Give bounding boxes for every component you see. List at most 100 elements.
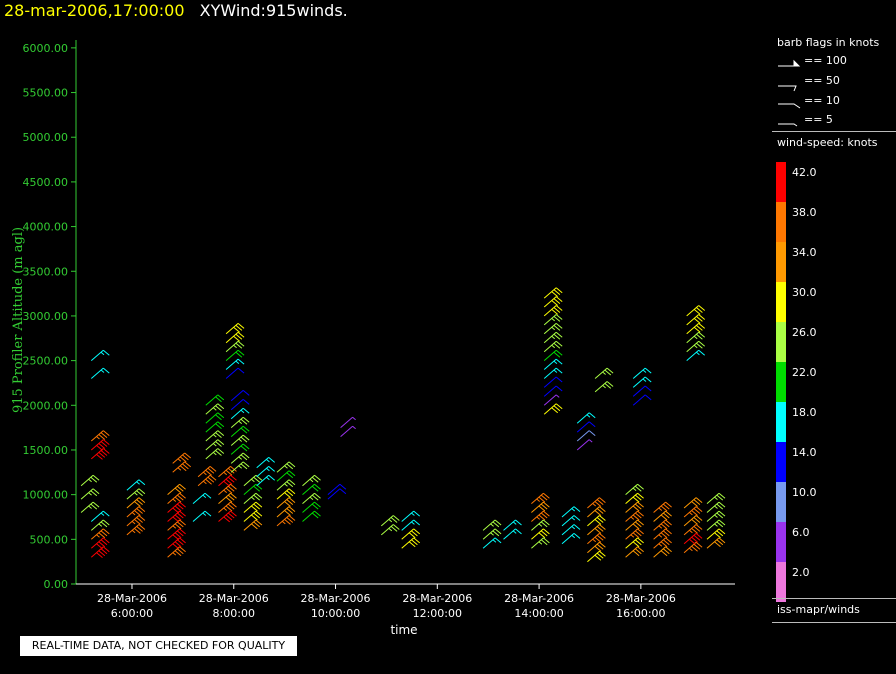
barb-legend-entry-100: == 100 xyxy=(778,54,847,67)
wind-barb xyxy=(302,492,321,504)
wind-barb xyxy=(653,519,672,531)
wind-barb xyxy=(225,349,245,361)
wind-barb xyxy=(167,528,186,541)
wind-barb xyxy=(90,430,110,442)
wind-barb xyxy=(683,524,703,536)
colorbar-segment xyxy=(776,322,786,362)
wind-barb xyxy=(126,488,146,500)
colorbar-segment xyxy=(776,442,786,482)
wind-barb xyxy=(90,546,110,558)
wind-barb xyxy=(587,533,606,545)
barb-legend-entry-50: == 50 xyxy=(778,74,840,92)
y-tick-label: 5500.00 xyxy=(23,87,69,100)
x-tick-date-label: 28-Mar-2006 xyxy=(402,592,472,605)
chart-header: 28-mar-2006,17:00:00 XYWind:915winds. xyxy=(4,1,348,20)
wind-barb xyxy=(327,483,347,495)
x-tick-date-label: 28-Mar-2006 xyxy=(301,592,371,605)
wind-barb xyxy=(543,403,563,415)
wind-barbs-layer xyxy=(80,287,726,563)
wind-barb xyxy=(205,412,225,424)
wind-barb xyxy=(302,483,321,495)
wind-barb xyxy=(276,479,296,491)
wind-barb xyxy=(594,381,614,393)
wind-barb xyxy=(380,515,400,527)
y-tick-label: 5000.00 xyxy=(23,131,69,144)
colorbar-label: 34.0 xyxy=(792,246,817,259)
wind-barb xyxy=(276,497,296,509)
wind-barb xyxy=(276,515,296,527)
wind-barb xyxy=(197,474,217,487)
colorbar-label: 14.0 xyxy=(792,446,817,459)
wind-barb xyxy=(80,488,100,500)
wind-barb xyxy=(686,305,706,317)
wind-barb xyxy=(302,501,321,513)
wind-barb xyxy=(243,474,263,487)
wind-barb xyxy=(625,483,644,495)
barb-legend-title: barb flags in knots xyxy=(777,36,880,49)
wind-barb xyxy=(686,349,706,361)
wind-barb xyxy=(706,510,726,522)
wind-barb xyxy=(531,519,550,531)
wind-barb xyxy=(90,448,110,460)
wind-barb xyxy=(90,367,110,379)
wind-barb xyxy=(482,537,502,549)
wind-barb xyxy=(126,506,146,518)
wind-barb xyxy=(205,421,225,433)
wind-barb xyxy=(543,394,560,406)
wind-barb xyxy=(243,510,263,522)
barb-flag-5-icon xyxy=(778,123,798,127)
wind-barb xyxy=(225,367,245,379)
wind-barb xyxy=(653,501,672,513)
wind-barb xyxy=(126,479,146,491)
x-tick-time-label: 6:00:00 xyxy=(111,607,153,620)
wind-barb xyxy=(576,439,593,451)
wind-barb xyxy=(706,528,726,540)
wind-barb xyxy=(503,528,522,540)
wind-barb xyxy=(167,546,186,558)
legend-divider xyxy=(772,598,896,599)
wind-barb xyxy=(632,385,652,397)
wind-barb xyxy=(230,390,250,402)
wind-barb xyxy=(706,501,726,513)
speed-colorbar: 42.0 38.0 34.0 30.0 26.0 22.0 18.0 14.0 10.0 6.0 2… xyxy=(776,162,817,602)
barb-label-50: == 50 xyxy=(804,74,840,87)
wind-barb xyxy=(230,416,250,428)
wind-barb xyxy=(340,416,356,428)
wind-barb xyxy=(706,519,726,531)
wind-barb xyxy=(126,524,146,536)
x-tick-date-label: 28-Mar-2006 xyxy=(97,592,167,605)
wind-barb xyxy=(625,492,644,504)
wind-barb xyxy=(686,314,706,326)
wind-barb xyxy=(587,524,606,536)
wind-barb xyxy=(192,492,212,504)
wind-barb xyxy=(543,358,563,370)
wind-barb xyxy=(126,497,146,509)
barb-legend-entry-10: == 10 xyxy=(778,94,840,109)
wind-barb xyxy=(225,323,245,335)
wind-barb xyxy=(276,506,296,518)
wind-barb xyxy=(205,394,225,406)
wind-barb xyxy=(632,394,652,406)
colorbar-label: 10.0 xyxy=(792,486,817,499)
wind-barb xyxy=(561,506,581,518)
quality-warning-badge: REAL-TIME DATA, NOT CHECKED FOR QUALITY xyxy=(20,636,297,656)
wind-barb xyxy=(167,492,186,504)
wind-barb xyxy=(401,528,421,540)
barb-flag-10-icon xyxy=(778,103,801,109)
wind-barb xyxy=(218,501,237,513)
colorbar-segment xyxy=(776,562,786,602)
colorbar-segment xyxy=(776,522,786,562)
wind-barb xyxy=(706,492,726,504)
wind-barb xyxy=(256,457,276,469)
wind-barb xyxy=(543,385,563,397)
wind-barb xyxy=(576,430,596,442)
wind-barb xyxy=(90,349,110,361)
wind-barb xyxy=(482,519,502,531)
wind-barb xyxy=(543,367,563,379)
x-tick-date-label: 28-Mar-2006 xyxy=(504,592,574,605)
wind-barb xyxy=(218,474,237,487)
wind-barb xyxy=(225,340,245,353)
barb-legend-entry-5: == 5 xyxy=(778,113,833,127)
legend-divider xyxy=(772,622,896,623)
wind-barb xyxy=(256,466,276,478)
